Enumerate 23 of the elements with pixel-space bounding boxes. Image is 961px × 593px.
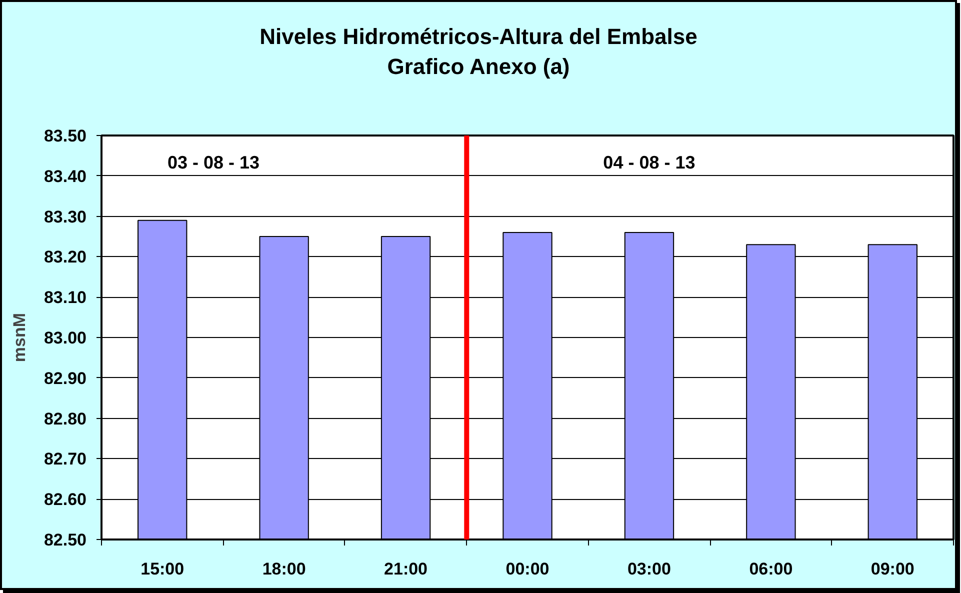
y-tick-label: 83.10	[44, 288, 87, 308]
x-tick-label: 15:00	[140, 560, 184, 578]
y-axis-title: msnM	[10, 312, 29, 362]
annotation: 04 - 08 - 13	[603, 152, 696, 173]
x-tick-label: 06:00	[749, 560, 793, 578]
x-tick-label: 03:00	[627, 560, 671, 578]
x-tick-label: 18:00	[262, 560, 306, 578]
annotation: 03 - 08 - 13	[167, 152, 260, 173]
y-tick-label: 82.90	[44, 368, 87, 388]
y-tick-label: 82.80	[44, 409, 87, 428]
y-tick-label: 82.50	[44, 530, 87, 550]
x-tick-label: 21:00	[384, 560, 428, 578]
y-tick-label: 83.40	[44, 166, 87, 186]
y-tick-label: 82.60	[44, 490, 87, 510]
y-tick-label: 82.70	[44, 450, 87, 469]
chart-title: Niveles Hidrométricos-Altura del Embalse	[260, 23, 698, 51]
x-tick-label: 00:00	[506, 560, 550, 578]
chart-subtitle: Grafico Anexo (a)	[386, 53, 571, 81]
y-tick-label: 83.00	[44, 328, 87, 348]
y-tick-label: 83.50	[44, 126, 87, 146]
y-tick-label: 83.30	[44, 207, 87, 226]
x-tick-label: 09:00	[870, 560, 914, 578]
y-tick-label: 83.20	[44, 248, 87, 267]
